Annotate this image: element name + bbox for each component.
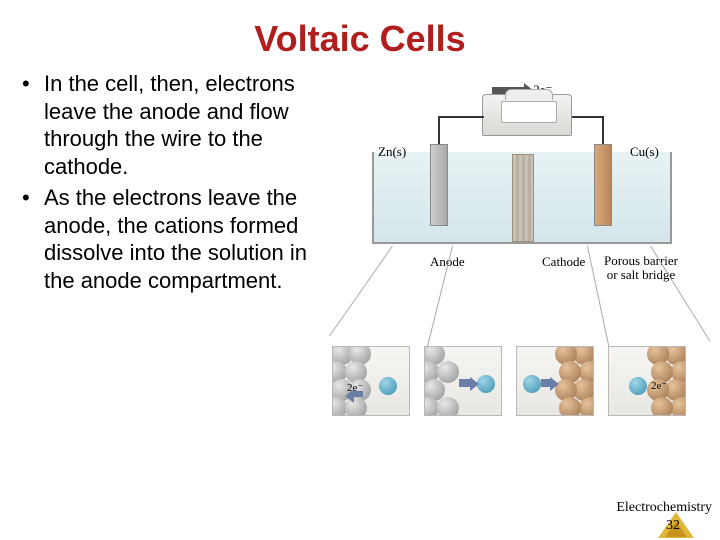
cathode-label: Cathode	[542, 254, 585, 270]
anode-closeup-before: 2e⁻	[332, 346, 410, 416]
slide-title: Voltaic Cells	[0, 0, 720, 70]
bullet-item: As the electrons leave the anode, the ca…	[22, 184, 332, 294]
anode-closeup-after	[424, 346, 502, 416]
content-area: In the cell, then, electrons leave the a…	[0, 70, 720, 298]
zn-atom-cluster	[424, 346, 463, 416]
cu-ion	[629, 377, 647, 395]
cell-schematic: 2e⁻ Zn(s) Cu(s) Anode Cathode Porous bar…	[342, 78, 682, 278]
ion-arrow-icon	[541, 379, 551, 387]
page-number: 32	[666, 518, 680, 534]
barrier-label-line1: Porous barrier	[604, 253, 678, 268]
closeup-row: 2e⁻	[332, 346, 692, 416]
voltaic-cell-diagram: 2e⁻ Zn(s) Cu(s) Anode Cathode Porous bar…	[332, 70, 708, 298]
electron-arrow-icon	[353, 391, 363, 397]
ion-arrow-icon	[459, 379, 471, 387]
cu-ion	[523, 375, 541, 393]
zn-electrode	[430, 144, 448, 226]
zn-label: Zn(s)	[378, 144, 406, 160]
electron-label: 2e⁻	[651, 379, 667, 392]
barrier-label: Porous barrier or salt bridge	[604, 254, 678, 283]
zn-ion	[477, 375, 495, 393]
cu-atom-cluster	[555, 346, 594, 416]
bullet-item: In the cell, then, electrons leave the a…	[22, 70, 332, 180]
projection-ray	[329, 246, 393, 337]
cathode-closeup-before	[516, 346, 594, 416]
cathode-closeup-after: 2e⁻	[608, 346, 686, 416]
voltmeter-icon	[482, 94, 572, 136]
porous-barrier	[512, 154, 534, 242]
chapter-label: Electrochemistry	[616, 500, 712, 516]
projection-ray	[650, 246, 710, 342]
zn-ion	[379, 377, 397, 395]
cu-label: Cu(s)	[630, 144, 659, 160]
bullet-list: In the cell, then, electrons leave the a…	[22, 70, 332, 298]
cu-electrode	[594, 144, 612, 226]
